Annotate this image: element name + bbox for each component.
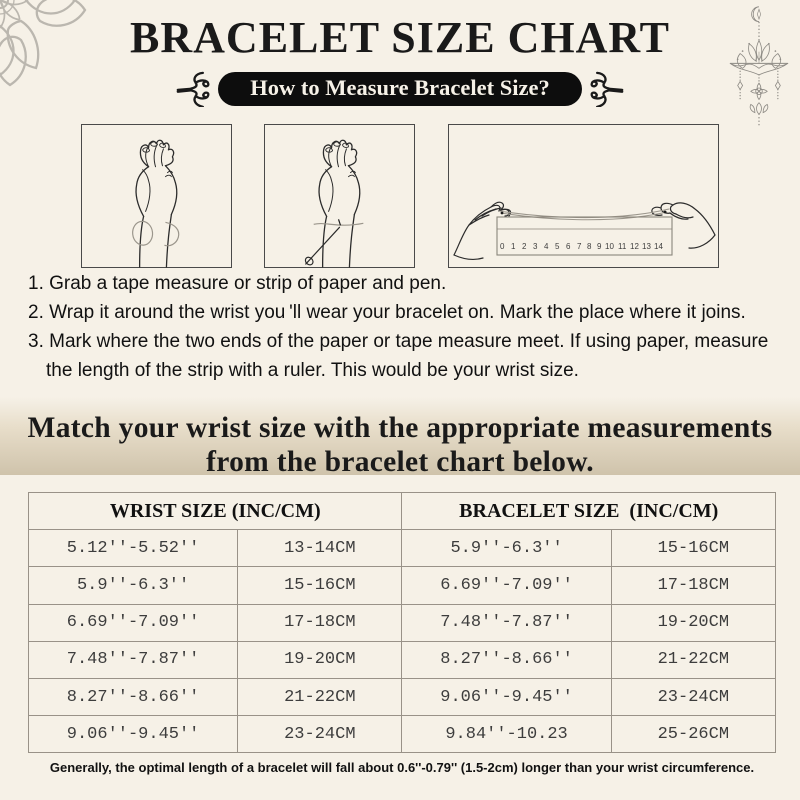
svg-text:14: 14 — [654, 242, 663, 251]
svg-text:9: 9 — [597, 242, 602, 251]
svg-text:1: 1 — [511, 242, 516, 251]
svg-text:8: 8 — [587, 242, 592, 251]
svg-text:12: 12 — [630, 242, 639, 251]
svg-text:7: 7 — [577, 242, 582, 251]
svg-text:11: 11 — [618, 242, 627, 251]
svg-text:2: 2 — [522, 242, 527, 251]
svg-text:4: 4 — [544, 242, 549, 251]
svg-text:6: 6 — [566, 242, 571, 251]
svg-text:0: 0 — [500, 242, 505, 251]
svg-text:13: 13 — [642, 242, 651, 251]
svg-text:5: 5 — [555, 242, 560, 251]
svg-text:3: 3 — [533, 242, 538, 251]
svg-text:10: 10 — [605, 242, 614, 251]
